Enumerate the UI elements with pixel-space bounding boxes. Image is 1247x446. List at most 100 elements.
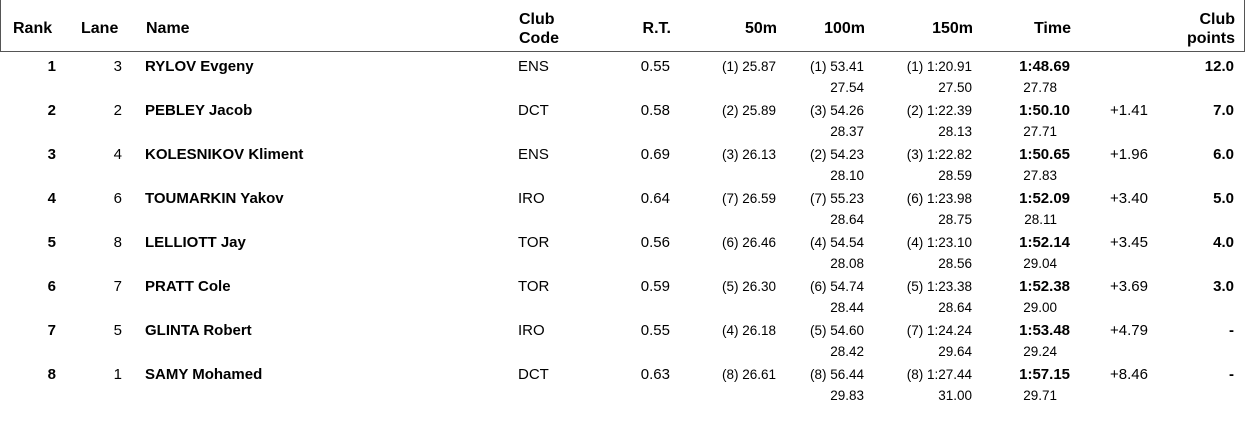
final-time-cell: 1:50.10 (1019, 102, 1070, 119)
lane-cell: 4 (113, 146, 122, 163)
club-points-cell: 5.0 (1213, 190, 1234, 207)
name-cell: RYLOV Evgeny (145, 58, 254, 75)
club-points-cell: - (1229, 366, 1234, 383)
club-code-cell: IRO (518, 322, 545, 339)
final-time-lap: 29.71 (1023, 388, 1057, 403)
table-row: 1 3 RYLOV Evgeny ENS 0.55 (1) 25.87 (1) … (0, 0, 1247, 95)
club-code-cell: TOR (518, 234, 550, 251)
header-split-100m: 100m (824, 20, 865, 37)
time-behind-cell: +3.40 (1110, 190, 1148, 207)
club-points-cell: 3.0 (1213, 278, 1234, 295)
rank-cell: 3 (47, 146, 56, 163)
club-code-cell: ENS (518, 58, 549, 75)
reaction-time-cell: 0.55 (640, 322, 670, 339)
club-points-cell: 4.0 (1213, 234, 1234, 251)
final-time-cell: 1:52.14 (1019, 234, 1070, 251)
split-100m-lap: 28.37 (830, 124, 864, 139)
name-cell: SAMY Mohamed (145, 366, 263, 383)
reaction-time-cell: 0.63 (640, 366, 670, 383)
split-100m-lap: 28.08 (830, 256, 864, 271)
split-100m-lap: 28.42 (830, 344, 864, 359)
final-time-lap: 28.11 (1024, 212, 1057, 227)
split-50m-cell: (2) 25.89 (721, 103, 776, 118)
split-150m-cell: (4) 1:23.10 (906, 235, 972, 250)
lane-cell: 3 (113, 58, 122, 75)
split-150m-lap: 31.00 (938, 388, 972, 403)
table-row: 6 7 PRATT Cole TOR 0.59 (5) 26.30 (6) 54… (0, 220, 1247, 315)
time-behind-cell: +4.79 (1110, 322, 1148, 339)
table-row: 4 6 TOUMARKIN Yakov IRO 0.64 (7) 26.59 (… (0, 132, 1247, 227)
reaction-time-cell: 0.56 (640, 234, 670, 251)
header-club-points-line1: Club (1199, 11, 1235, 28)
name-cell: KOLESNIKOV Kliment (145, 146, 304, 163)
rank-cell: 4 (47, 190, 56, 207)
header-club-code-line1: Club (519, 11, 555, 28)
reaction-time-cell: 0.58 (640, 102, 670, 119)
club-points-cell: 6.0 (1213, 146, 1234, 163)
reaction-time-cell: 0.59 (640, 278, 670, 295)
club-code-cell: IRO (518, 190, 545, 207)
header-club-code-line2: Code (519, 30, 559, 47)
split-150m-cell: (1) 1:20.91 (906, 59, 972, 74)
split-150m-lap: 28.59 (938, 168, 972, 183)
split-150m-lap: 28.64 (938, 300, 972, 315)
split-50m-cell: (7) 26.59 (721, 191, 776, 206)
split-150m-cell: (3) 1:22.82 (906, 147, 972, 162)
time-behind-cell: +3.45 (1110, 234, 1148, 251)
header-club-points-line2: points (1187, 30, 1235, 47)
rank-cell: 6 (47, 278, 56, 295)
header-reaction-time: R.T. (642, 20, 671, 37)
split-150m-cell: (5) 1:23.38 (906, 279, 972, 294)
rank-cell: 5 (47, 234, 56, 251)
club-code-cell: ENS (518, 146, 549, 163)
split-100m-lap: 29.83 (830, 388, 864, 403)
name-cell: PEBLEY Jacob (145, 102, 253, 119)
split-150m-cell: (8) 1:27.44 (906, 367, 972, 382)
final-time-lap: 29.04 (1023, 256, 1057, 271)
split-150m-lap: 28.75 (938, 212, 972, 227)
table-header: Rank Lane Name Club Code R.T. 50m 100m 1… (0, 0, 1245, 52)
lane-cell: 6 (113, 190, 122, 207)
split-150m-cell: (2) 1:22.39 (906, 103, 972, 118)
reaction-time-cell: 0.64 (640, 190, 670, 207)
rank-cell: 1 (47, 58, 56, 75)
time-behind-cell: +1.96 (1110, 146, 1148, 163)
split-100m-lap: 28.64 (830, 212, 864, 227)
header-rank: Rank (13, 20, 53, 37)
split-50m-cell: (6) 26.46 (721, 235, 776, 250)
split-100m-lap: 28.10 (830, 168, 864, 183)
header-time: Time (1033, 20, 1071, 37)
split-100m-cell: (4) 54.54 (809, 235, 864, 250)
lane-cell: 2 (113, 102, 122, 119)
final-time-cell: 1:53.48 (1019, 322, 1070, 339)
final-time-cell: 1:52.09 (1019, 190, 1070, 207)
reaction-time-cell: 0.55 (640, 58, 670, 75)
split-50m-cell: (5) 26.30 (721, 279, 776, 294)
split-100m-lap: 28.44 (830, 300, 864, 315)
lane-cell: 1 (113, 366, 122, 383)
club-code-cell: DCT (518, 366, 549, 383)
table-row: 2 2 PEBLEY Jacob DCT 0.58 (2) 25.89 (3) … (0, 44, 1247, 139)
final-time-lap: 27.71 (1023, 124, 1057, 139)
split-100m-cell: (3) 54.26 (809, 103, 864, 118)
rank-cell: 7 (47, 322, 56, 339)
split-150m-cell: (6) 1:23.98 (906, 191, 972, 206)
header-split-50m: 50m (744, 20, 777, 37)
split-100m-cell: (6) 54.74 (809, 279, 864, 294)
split-150m-lap: 28.13 (938, 124, 972, 139)
rank-cell: 8 (47, 366, 56, 383)
club-points-cell: - (1229, 322, 1234, 339)
table-row: 3 4 KOLESNIKOV Kliment ENS 0.69 (3) 26.1… (0, 88, 1247, 183)
time-behind-cell: +3.69 (1110, 278, 1148, 295)
rank-cell: 2 (47, 102, 56, 119)
split-50m-cell: (4) 26.18 (721, 323, 776, 338)
split-50m-cell: (3) 26.13 (721, 147, 776, 162)
split-150m-lap: 29.64 (938, 344, 972, 359)
club-code-cell: DCT (518, 102, 549, 119)
split-100m-cell: (2) 54.23 (809, 147, 864, 162)
lane-cell: 8 (113, 234, 122, 251)
final-time-lap: 27.78 (1023, 80, 1057, 95)
header-lane: Lane (81, 20, 119, 37)
club-code-cell: TOR (518, 278, 550, 295)
split-100m-cell: (8) 56.44 (809, 367, 864, 382)
